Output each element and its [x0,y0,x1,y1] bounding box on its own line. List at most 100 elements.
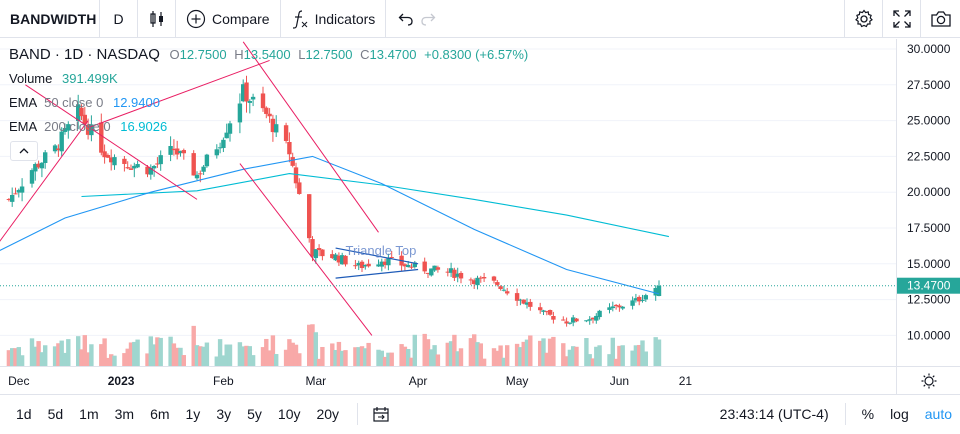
price-tick-label: 22.5000 [907,149,951,163]
screenshot-button[interactable] [920,0,960,38]
volume-bar [544,352,549,366]
candle-body [171,148,177,151]
candle-body [290,157,295,166]
candle-body [201,166,206,172]
range-3y-button[interactable]: 3y [216,406,232,422]
redo-button[interactable] [416,0,446,38]
candle-body [105,155,111,158]
date-range-picker-button[interactable] [357,403,390,425]
candle-body [132,165,137,169]
candle-body [452,269,457,278]
volume-bar [99,344,104,366]
volume-bar [617,345,622,366]
candle-body [135,164,140,168]
range-1d-button[interactable]: 1d [16,406,32,422]
compare-button[interactable]: Compare [176,0,281,38]
clock-display[interactable]: 23:43:14 (UTC-4) [719,406,829,422]
volume-bar [468,338,474,366]
settings-button[interactable] [844,0,882,38]
auto-scale-toggle[interactable]: auto [924,406,952,422]
volume-bar [102,338,107,366]
ema200-params: 200 close 0 [44,119,111,134]
volume-bar [528,335,533,366]
candle-body [19,186,25,193]
compare-label: Compare [212,10,270,27]
legend-title[interactable]: BAND · 1D · NASDAQ [9,46,160,63]
range-10y-button[interactable]: 10y [277,406,301,422]
candle-body [379,261,384,267]
volume-bar [76,336,81,366]
candle-body [528,301,533,307]
candle-body [82,114,87,124]
candle-body [551,315,556,320]
range-6m-button[interactable]: 6m [150,406,170,422]
volume-bar [389,352,394,366]
candle-body [99,122,104,153]
legend-collapse-button[interactable] [10,141,38,161]
symbol-search-button[interactable]: BANDWIDTH [0,0,100,38]
range-1m-button[interactable]: 1m [79,406,99,422]
undo-button[interactable] [386,0,416,38]
candle-body [501,289,507,291]
range-5y-button[interactable]: 5y [247,406,262,422]
volume-bar [297,353,302,366]
candle-body [62,128,68,132]
candlestick-icon [149,10,163,27]
candle-body [594,315,599,321]
volume-bar [267,350,272,366]
volume-bar [448,341,454,366]
indicators-button[interactable]: Indicators [281,0,387,38]
volume-bar [247,346,252,366]
candle-body [293,167,299,184]
candle-body [224,132,229,139]
time-tick-label: 2023 [108,374,135,388]
volume-bar [356,347,361,366]
volume-bar [584,338,589,366]
volume-bar [29,338,35,366]
candle-body [382,261,388,265]
range-1y-button[interactable]: 1y [185,406,201,422]
volume-bar [607,354,612,366]
range-3m-button[interactable]: 3m [114,406,135,422]
legend-ema200-row[interactable]: EMA 200 close 0 16.9026 [9,117,528,141]
volume-bar [293,344,299,366]
candles-chart-type-button[interactable] [138,0,176,38]
volume-bar [333,350,338,366]
candle-body [191,153,196,176]
candle-body [148,167,153,175]
log-scale-toggle[interactable]: log [890,406,909,422]
candle-body [458,272,464,279]
candle-body [475,277,480,286]
volume-bar [221,355,226,366]
candle-body [478,277,483,279]
fullscreen-button[interactable] [882,0,920,38]
time-axis[interactable]: Dec 2023 Feb Mar Apr May Jun 21 [0,366,960,394]
candle-body [260,93,266,109]
candle-body [10,194,15,202]
open-value: 12.7500 [179,47,227,62]
range-5d-button[interactable]: 5d [47,406,64,422]
volume-bar [171,343,177,366]
range-20y-button[interactable]: 20y [316,406,340,422]
axis-settings-button[interactable] [896,367,960,394]
price-chart[interactable]: Triangle Top [0,39,896,366]
interval-button[interactable]: D [100,0,138,38]
candle-body [468,279,474,281]
legend-volume-row[interactable]: Volume 391.499K [9,69,528,93]
volume-bar [594,346,599,366]
trendline [25,84,198,200]
sun-settings-icon [921,373,936,388]
price-axis[interactable]: 30.0000 27.5000 25.0000 22.5000 20.0000 17.50… [896,39,960,366]
candle-body [584,320,589,322]
candle-body [412,262,417,268]
candle-body [481,277,487,279]
volume-bar [112,355,117,366]
volume-bar [445,342,450,366]
legend-ema50-row[interactable]: EMA 50 close 0 12.9400 [9,93,528,117]
volume-bar [16,347,21,366]
volume-bar [472,334,477,366]
candle-body [524,302,530,305]
percent-scale-toggle[interactable]: % [861,406,875,422]
ema50-params: 50 close 0 [44,95,104,110]
chart-pane[interactable]: Triangle Top [0,39,896,366]
